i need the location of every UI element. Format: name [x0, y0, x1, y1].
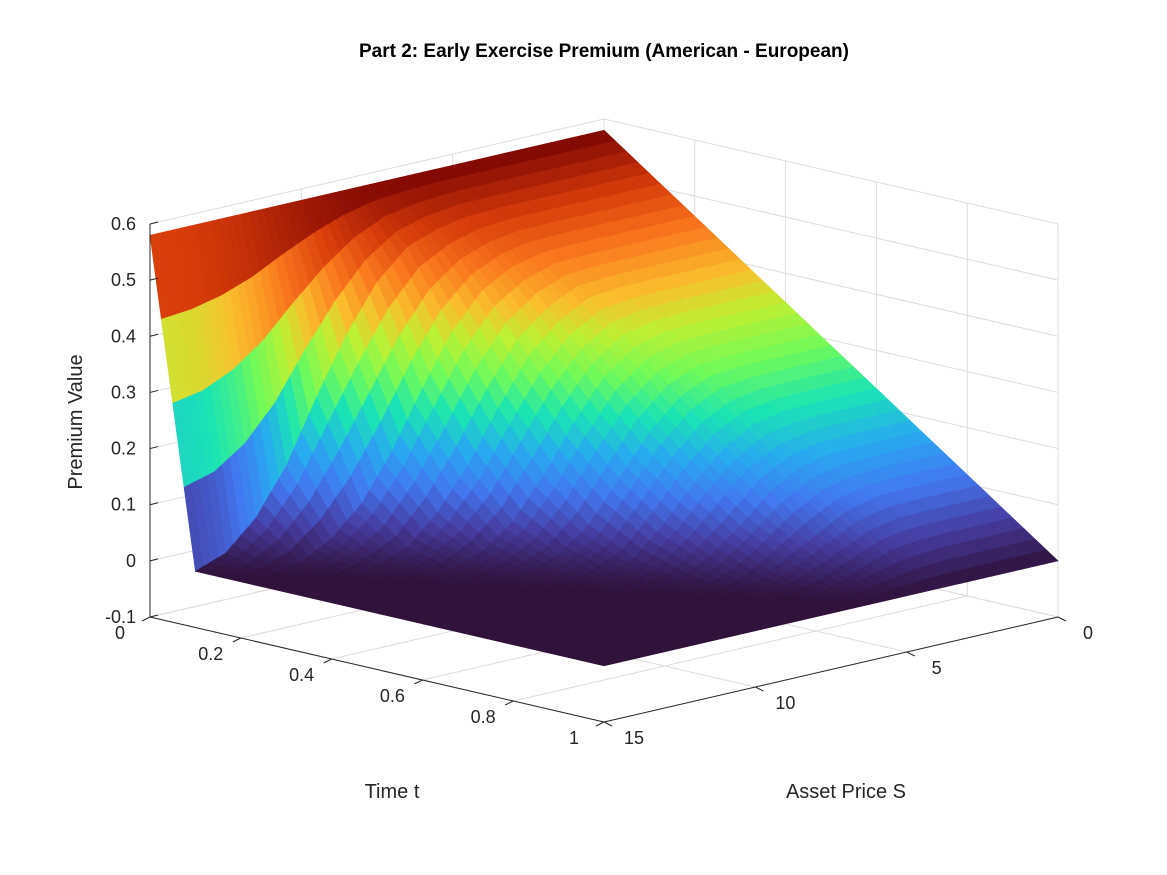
- t-axis-line: [149, 616, 605, 723]
- z-gridline-left-wall: [149, 118, 605, 225]
- axes: [141, 221, 1067, 727]
- x-axis-label: Time t: [365, 781, 420, 803]
- chart-title: Part 2: Early Exercise Premium (American…: [359, 41, 849, 62]
- z-tick-mark: [149, 502, 159, 506]
- t-tick-label: 0.2: [198, 644, 223, 664]
- z-tick-label: 0.2: [111, 439, 136, 459]
- t-tick-mark: [323, 658, 332, 664]
- z-tick-label: 0.4: [111, 326, 136, 346]
- s-tick-label: 10: [775, 693, 795, 713]
- s-axis-line: [603, 616, 1059, 723]
- z-tick-label: 0.6: [111, 214, 136, 234]
- surface-patch: [592, 661, 612, 667]
- z-tick-mark: [149, 558, 159, 562]
- z-tick-label: 0.5: [111, 270, 136, 290]
- s-tick-mark: [603, 721, 613, 727]
- s-tick-mark: [906, 651, 915, 657]
- s-tick-label: 5: [932, 658, 942, 678]
- surface-plot[interactable]: [149, 129, 1059, 667]
- t-tick-label: 0.6: [380, 686, 405, 706]
- z-tick-mark: [149, 221, 159, 225]
- tick-labels: -0.100.10.20.30.40.50.600.20.40.60.81051…: [105, 214, 1093, 748]
- z-tick-label: 0.3: [111, 382, 136, 402]
- t-tick-label: 0: [115, 623, 125, 643]
- z-tick-mark: [149, 446, 159, 450]
- z-axis-label: Premium Value: [65, 354, 87, 489]
- s-tick-label: 15: [624, 728, 644, 748]
- t-tick-mark: [141, 616, 151, 622]
- z-gridline-right-wall: [603, 118, 1059, 225]
- t-tick-label: 1: [569, 728, 579, 748]
- t-tick-mark: [595, 721, 605, 727]
- z-tick-label: -0.1: [105, 607, 136, 627]
- z-tick-mark: [149, 277, 159, 281]
- t-gridline-floor: [513, 595, 968, 702]
- z-tick-mark: [149, 389, 159, 393]
- z-tick-label: 0: [126, 551, 136, 571]
- z-gridline-right-wall: [603, 174, 1059, 281]
- t-tick-label: 0.4: [289, 665, 314, 685]
- y-axis-label: Asset Price S: [786, 781, 906, 803]
- t-tick-label: 0.8: [471, 707, 496, 727]
- s-tick-mark: [755, 686, 764, 692]
- t-tick-mark: [504, 700, 514, 706]
- z-tick-mark: [149, 614, 159, 618]
- s-tick-mark: [1057, 616, 1067, 622]
- s-tick-label: 0: [1083, 623, 1093, 643]
- t-tick-mark: [232, 637, 242, 643]
- t-tick-mark: [414, 679, 423, 685]
- z-tick-label: 0.1: [111, 495, 136, 515]
- z-tick-mark: [149, 333, 159, 337]
